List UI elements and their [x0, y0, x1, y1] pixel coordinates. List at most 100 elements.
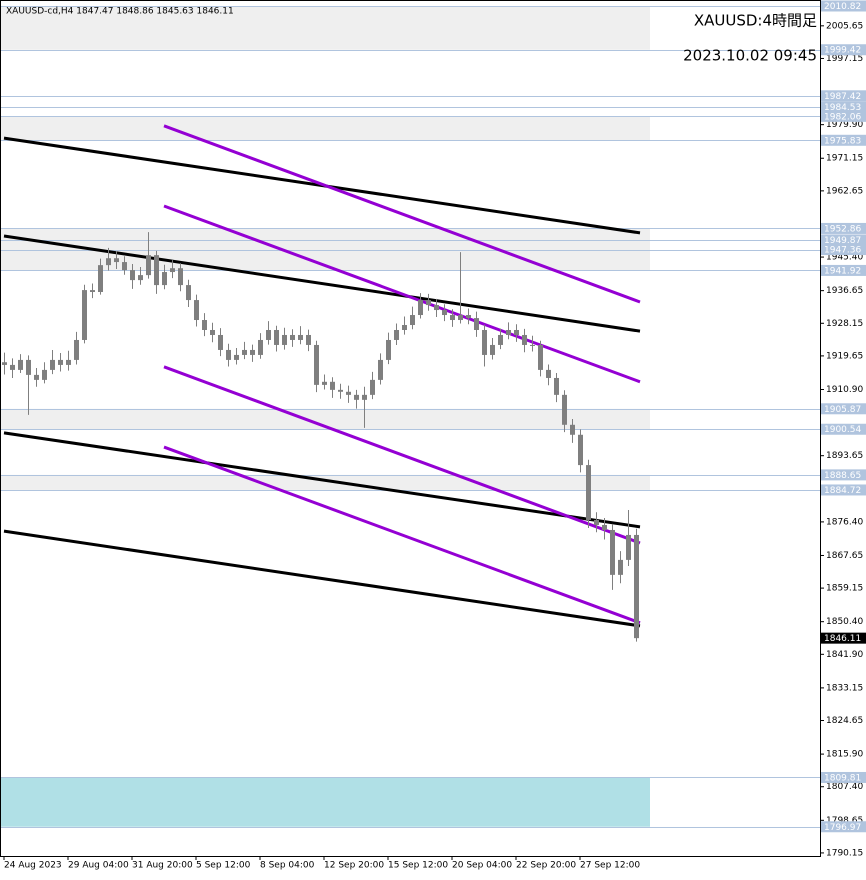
- plot-border: [0, 0, 821, 857]
- candle-body: [634, 534, 639, 639]
- candle-body: [186, 285, 191, 301]
- candle-body: [250, 349, 255, 355]
- level-label: 1982.06: [824, 112, 861, 122]
- candle-body: [10, 364, 15, 370]
- y-tick-label: 1893.65: [826, 451, 863, 461]
- y-tick-label: 1997.15: [826, 54, 863, 64]
- candle-body: [490, 344, 495, 355]
- candle-body: [314, 344, 319, 385]
- y-tick-label: 1979.90: [826, 120, 863, 130]
- candle-body: [226, 349, 231, 360]
- zone: [0, 408, 650, 430]
- level-label-box: [821, 771, 866, 783]
- candle-body: [146, 255, 151, 276]
- candle-body: [466, 315, 471, 319]
- candle-body: [66, 359, 71, 365]
- y-tick-label: 1876.40: [826, 517, 863, 527]
- candle-body: [26, 359, 31, 375]
- y-tick-label: 1807.40: [826, 782, 863, 792]
- candle-body: [546, 369, 551, 378]
- candle-body: [138, 275, 143, 281]
- candle-body: [618, 559, 623, 575]
- candle-body: [106, 258, 111, 266]
- level-label: 1884.72: [824, 486, 861, 496]
- candle-body: [474, 318, 479, 330]
- zone: [0, 777, 650, 827]
- candle-body: [82, 290, 87, 340]
- candle-body: [554, 377, 559, 395]
- candle-body: [442, 310, 447, 316]
- candle-body: [346, 391, 351, 395]
- candle-body: [402, 325, 407, 330]
- level-label: 1796.97: [824, 823, 861, 833]
- x-tick-label: 12 Sep 20:00: [324, 861, 384, 871]
- current-price-box: [821, 632, 866, 644]
- candle-body: [202, 320, 207, 330]
- candle-body: [578, 434, 583, 466]
- level-label-box: [821, 264, 866, 276]
- candle-body: [306, 334, 311, 345]
- plot-area: [0, 5, 820, 828]
- level-label: 1975.83: [824, 136, 861, 146]
- candle-body: [450, 315, 455, 321]
- candle-body: [90, 290, 95, 292]
- trendline: [163, 365, 641, 545]
- candle-body: [498, 334, 503, 345]
- candle-body: [18, 359, 23, 370]
- candle-body: [122, 262, 127, 271]
- level-label: 1905.87: [824, 405, 861, 415]
- candle-body: [610, 529, 615, 575]
- level-label: 1999.42: [824, 46, 861, 56]
- candle-body: [514, 329, 519, 335]
- x-tick-label: 20 Sep 04:00: [452, 861, 512, 871]
- candle-body: [42, 369, 47, 380]
- candle-body: [418, 300, 423, 316]
- level-label: 2010.82: [824, 2, 861, 12]
- y-tick-label: 1841.90: [826, 650, 863, 660]
- candle-body: [410, 315, 415, 326]
- level-label-box: [821, 484, 866, 496]
- candle-body: [58, 359, 63, 365]
- chart-header: XAUUSD-cd,H4 1847.47 1848.86 1845.63 184…: [6, 7, 234, 17]
- candle-body: [130, 270, 135, 281]
- x-tick-label: 31 Aug 20:00: [132, 861, 193, 871]
- level-label: 1952.86: [824, 224, 861, 234]
- candle-body: [322, 381, 327, 385]
- level-label: 1888.65: [824, 471, 861, 481]
- y-tick-label: 1971.15: [826, 154, 863, 164]
- level-label-box: [821, 403, 866, 415]
- level-label-box: [821, 44, 866, 56]
- level-label-box: [821, 821, 866, 833]
- y-tick-label: 1928.15: [826, 319, 863, 329]
- y-tick-label: 1824.65: [826, 716, 863, 726]
- y-tick-label: 1919.65: [826, 351, 863, 361]
- candle-body: [506, 329, 511, 335]
- candle-body: [282, 334, 287, 345]
- x-tick-label: 29 Aug 04:00: [68, 861, 129, 871]
- candle-body: [562, 394, 567, 425]
- level-label-box: [821, 222, 866, 234]
- y-tick-label: 1790.15: [826, 848, 863, 858]
- candle-body: [482, 329, 487, 355]
- level-label: 1941.92: [824, 266, 861, 276]
- candle-body: [354, 394, 359, 400]
- x-tick-label: 24 Aug 2023: [4, 861, 62, 871]
- candle-body: [362, 394, 367, 400]
- level-label-box: [821, 0, 866, 12]
- y-tick-label: 1815.90: [826, 750, 863, 760]
- x-tick-label: 15 Sep 12:00: [388, 861, 448, 871]
- candle-body: [242, 349, 247, 355]
- trendline: [3, 431, 641, 529]
- current-price-label: 1846.11: [824, 634, 861, 644]
- candle-body: [338, 389, 343, 392]
- level-label-box: [821, 423, 866, 435]
- x-tick-label: 22 Sep 20:00: [516, 861, 576, 871]
- level-label: 1947.36: [824, 246, 861, 256]
- level-label: 1900.54: [824, 425, 861, 435]
- candle-body: [274, 329, 279, 345]
- candle-body: [50, 359, 55, 370]
- trendline: [3, 529, 641, 628]
- candle-body: [434, 305, 439, 311]
- y-tick-label: 1962.65: [826, 186, 863, 196]
- y-tick-label: 1867.65: [826, 551, 863, 561]
